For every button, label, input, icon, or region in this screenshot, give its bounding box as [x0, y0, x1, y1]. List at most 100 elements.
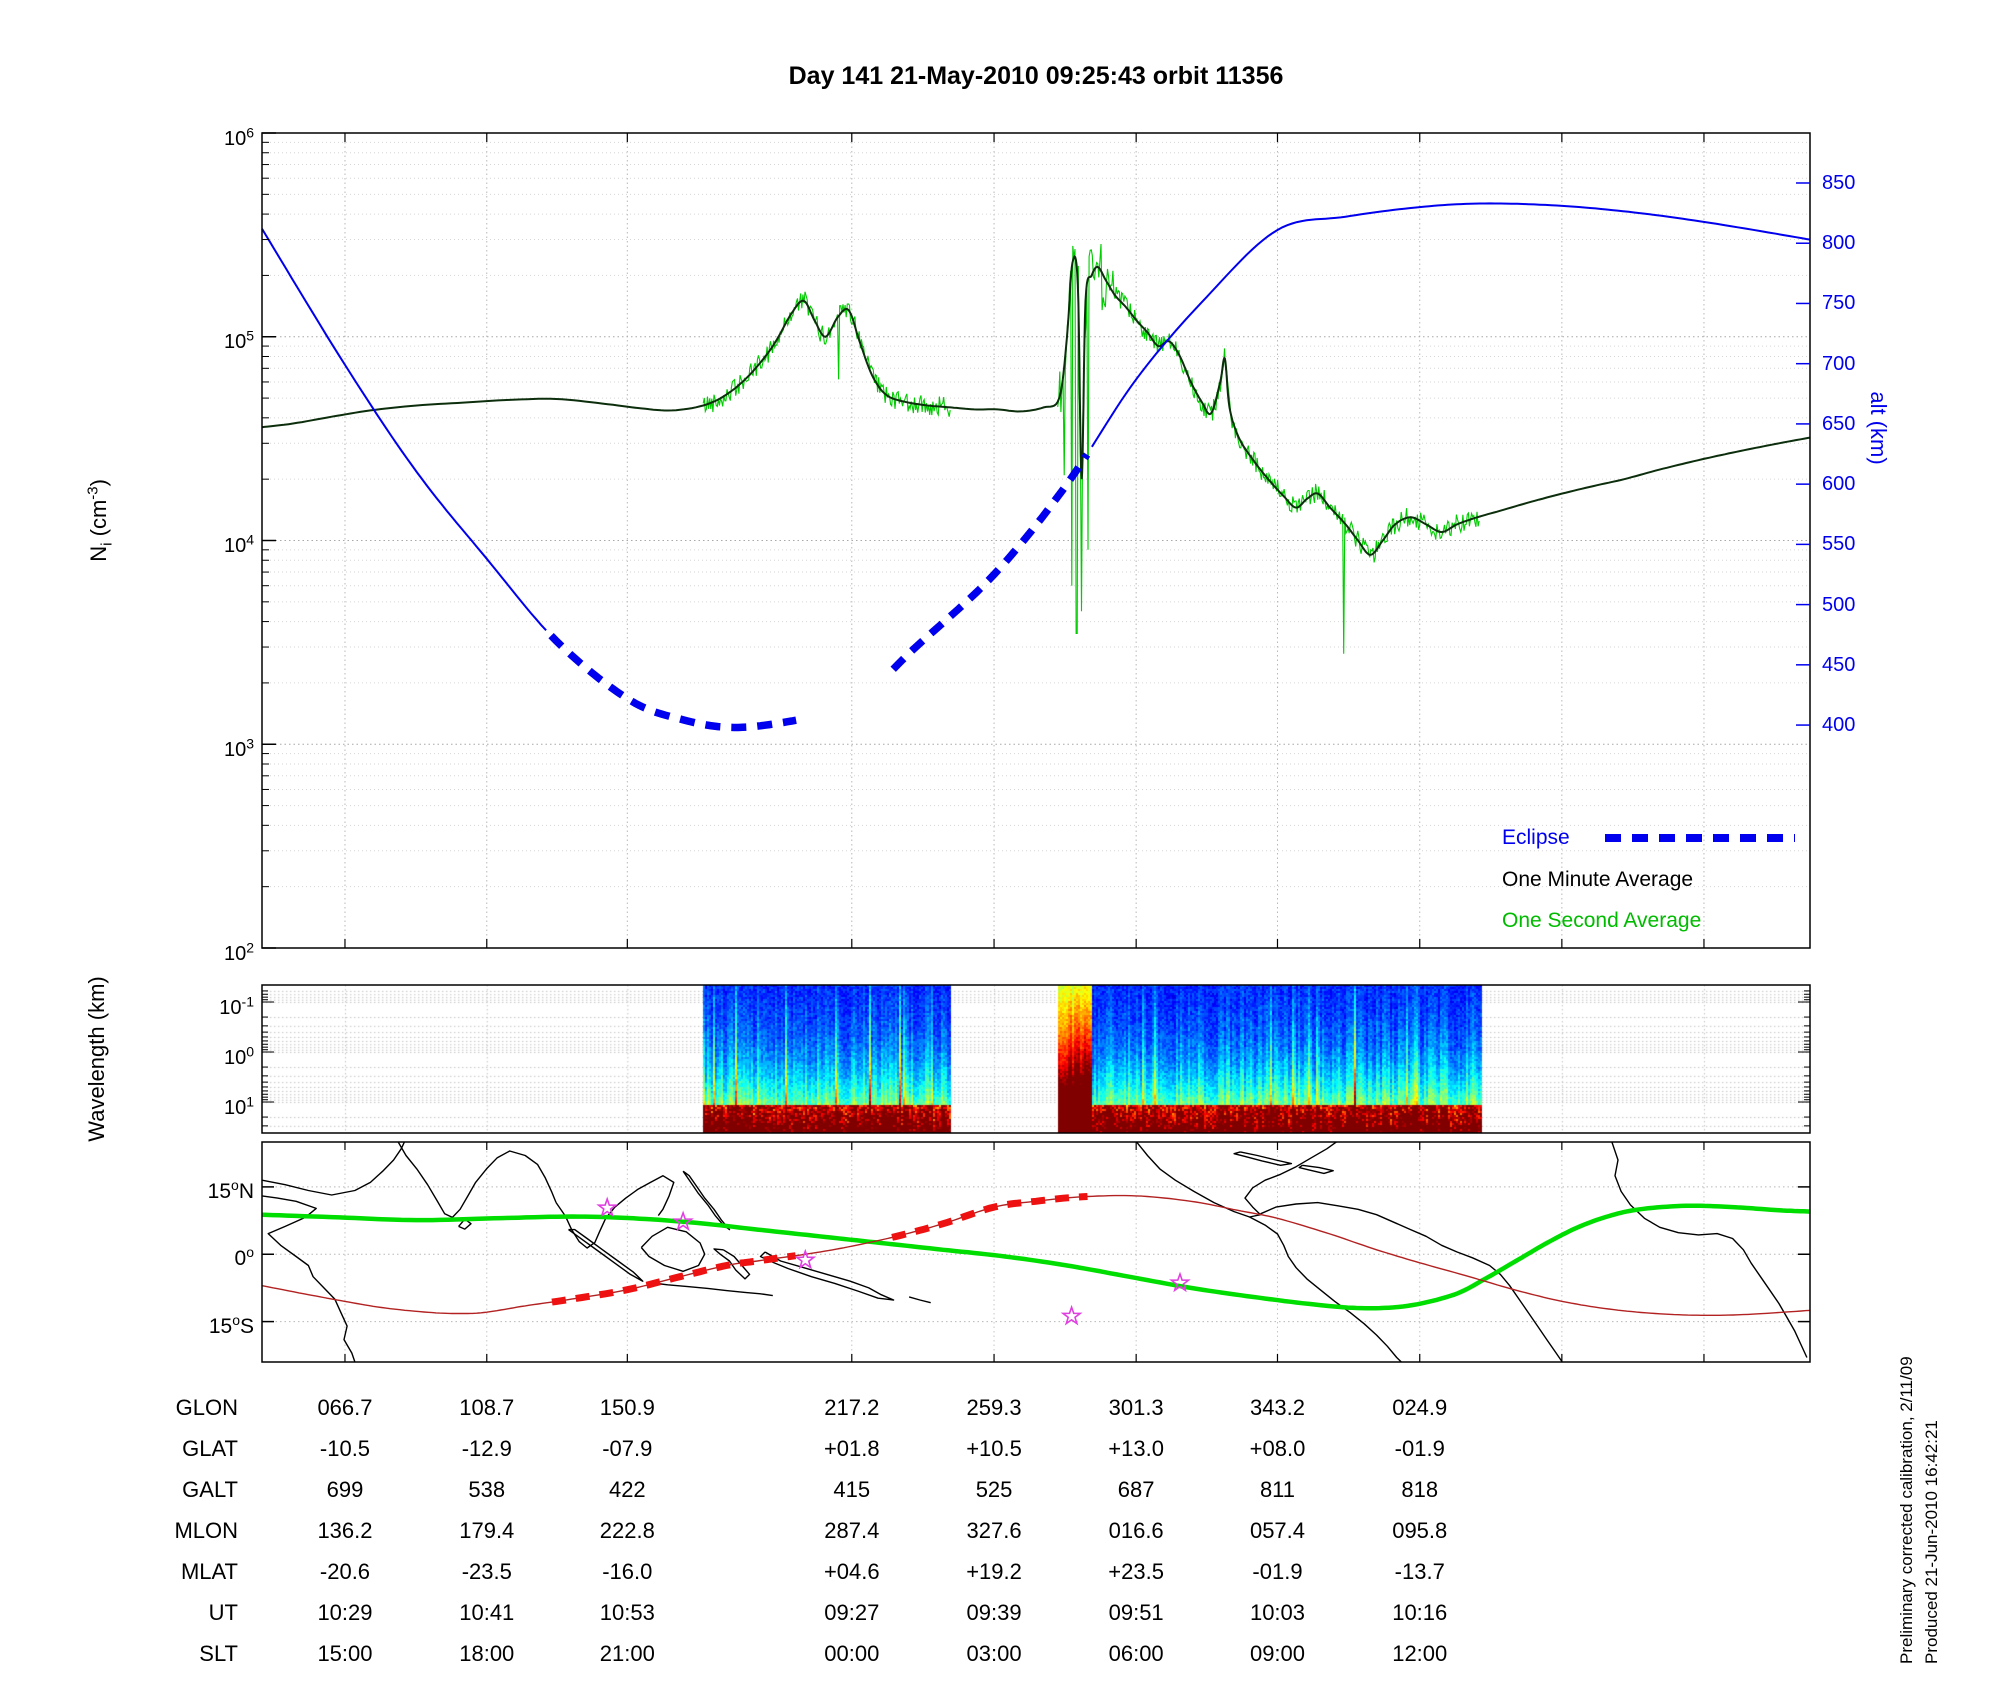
table-cell-GALT-6: 811 — [1259, 1477, 1296, 1502]
table-cell-UT-1: 10:41 — [459, 1600, 515, 1625]
table-cell-GALT-1: 538 — [468, 1477, 506, 1502]
table-cell-GLON-6: 343.2 — [1249, 1395, 1306, 1420]
table-cell-MLAT-2: -16.0 — [602, 1559, 653, 1584]
ni-axis-tick-10e3: 103 — [223, 735, 254, 761]
alt-axis-tick-650: 650 — [1822, 412, 1856, 435]
table-cell-MLON-1: 179.4 — [459, 1518, 515, 1543]
table-cell-MLON-6: 057.4 — [1249, 1518, 1306, 1543]
table-cell-MLAT-5: +23.5 — [1108, 1559, 1164, 1584]
table-cell-MLAT-7: -13.7 — [1394, 1559, 1445, 1584]
spectrogram-frame — [261, 984, 1811, 1134]
table-cell-SLT-7: 12:00 — [1392, 1641, 1448, 1666]
map-lat-tick-15S: 15oS — [208, 1311, 254, 1338]
table-row-label-GLAT: GLAT — [182, 1436, 238, 1461]
table-cell-MLAT-6: -01.9 — [1252, 1559, 1303, 1584]
one-minute-average-line — [261, 255, 1811, 556]
wavelength-axis-tick-10e1: 101 — [223, 1093, 254, 1119]
table-cell-UT-4: 09:39 — [966, 1600, 1022, 1625]
table-row-label-UT: UT — [208, 1600, 238, 1625]
table-cell-SLT-4: 03:00 — [966, 1641, 1022, 1666]
spectrogram-canvas — [262, 985, 1810, 1133]
wavelength-axis-tick-10e0: 100 — [223, 1043, 254, 1069]
ground-track-line — [262, 1194, 1810, 1316]
table-cell-GLON-7: 024.9 — [1392, 1395, 1448, 1420]
table-cell-SLT-3: 00:00 — [824, 1641, 880, 1666]
table-cell-SLT-2: 21:00 — [599, 1641, 655, 1666]
table-cell-GLON-4: 259.3 — [966, 1395, 1022, 1420]
table-cell-UT-5: 09:51 — [1108, 1600, 1164, 1625]
alt-axis-tick-700: 700 — [1822, 352, 1856, 375]
alt-axis-tick-750: 750 — [1822, 292, 1856, 315]
top-panel-frame — [261, 132, 1811, 949]
table-cell-GLAT-5: +13.0 — [1108, 1436, 1164, 1461]
table-cell-MLAT-3: +04.6 — [823, 1559, 880, 1584]
magnetic-equator-line — [262, 1203, 1810, 1311]
map-lat-tick-0: 0o — [234, 1244, 254, 1271]
table-cell-GLAT-1: -12.9 — [461, 1436, 512, 1461]
table-cell-GLAT-6: +08.0 — [1249, 1436, 1306, 1461]
table-cell-MLAT-0: -20.6 — [319, 1559, 371, 1584]
table-cell-GALT-7: 818 — [1401, 1477, 1439, 1502]
table-cell-GLON-5: 301.3 — [1108, 1395, 1164, 1420]
map-frame — [261, 1141, 1811, 1363]
table-cell-MLON-3: 287.4 — [824, 1518, 880, 1543]
table-cell-UT-3: 09:27 — [824, 1600, 880, 1625]
table-cell-GALT-0: 699 — [326, 1477, 364, 1502]
table-cell-GLON-2: 150.9 — [599, 1395, 655, 1420]
map-station-stars — [596, 1196, 1191, 1326]
alt-axis-tick-800: 800 — [1822, 232, 1856, 255]
legend-eclipse-label: Eclipse — [1502, 826, 1570, 849]
alt-axis-tick-550: 550 — [1822, 533, 1856, 556]
side-note: Preliminary corrected calibration, 2/11/… — [1894, 1356, 1944, 1664]
table-cell-MLON-2: 222.8 — [599, 1518, 655, 1543]
table-cell-MLON-7: 095.8 — [1392, 1518, 1448, 1543]
table-cell-SLT-6: 09:00 — [1249, 1641, 1306, 1666]
table-cell-MLAT-1: -23.5 — [461, 1559, 512, 1584]
legend-one-minute-label: One Minute Average — [1502, 868, 1694, 891]
map-grid — [262, 1142, 1810, 1362]
table-row-label-MLAT: MLAT — [180, 1559, 238, 1584]
map-coastlines — [262, 1142, 1808, 1362]
table-cell-MLON-5: 016.6 — [1108, 1518, 1164, 1543]
altitude-curve — [261, 202, 1811, 631]
table-cell-UT-7: 10:16 — [1392, 1600, 1448, 1625]
table-cell-GLON-0: 066.7 — [317, 1395, 373, 1420]
table-row-label-GALT: GALT — [182, 1477, 238, 1502]
table-cell-GLAT-7: -01.9 — [1394, 1436, 1445, 1461]
table-cell-GALT-4: 525 — [975, 1477, 1013, 1502]
table-cell-MLON-0: 136.2 — [317, 1518, 373, 1543]
table-cell-GLON-1: 108.7 — [459, 1395, 515, 1420]
table-cell-SLT-0: 15:00 — [317, 1641, 373, 1666]
alt-axis-tick-500: 500 — [1822, 593, 1856, 616]
one-second-average-line — [702, 243, 1480, 654]
table-cell-GLAT-4: +10.5 — [966, 1436, 1022, 1461]
ni-axis-tick-10e6: 106 — [223, 124, 254, 150]
ni-axis-tick-10e4: 104 — [223, 531, 254, 558]
table-row-label-MLON: MLON — [174, 1518, 238, 1543]
alt-axis-tick-450: 450 — [1822, 653, 1856, 676]
alt-axis-tick-850: 850 — [1822, 171, 1856, 194]
ni-axis-tick-10e2: 102 — [223, 939, 254, 965]
table-cell-GALT-5: 687 — [1117, 1477, 1155, 1502]
table-cell-GLON-3: 217.2 — [824, 1395, 880, 1420]
table-row-label-GLON: GLON — [175, 1395, 238, 1420]
chart-title: Day 141 21-May-2010 09:25:43 orbit 11356 — [788, 62, 1284, 90]
table-cell-GLAT-3: +01.8 — [823, 1436, 880, 1461]
table-cell-SLT-5: 06:00 — [1108, 1641, 1164, 1666]
ground-track-eclipse-dashes — [551, 1193, 1088, 1306]
table-cell-SLT-1: 18:00 — [459, 1641, 515, 1666]
table-cell-MLON-4: 327.6 — [966, 1518, 1022, 1543]
wavelength-axis-label: Wavelength (km) — [84, 976, 109, 1142]
map-lat-tick-15N: 15oN — [207, 1176, 254, 1203]
table-cell-GLAT-2: -07.9 — [602, 1436, 653, 1461]
table-cell-GALT-2: 422 — [608, 1477, 646, 1502]
ni-axis-tick-10e5: 105 — [223, 327, 254, 354]
wavelength-axis-tick-10e-1: 10-1 — [219, 993, 254, 1019]
table-row-label-SLT: SLT — [199, 1641, 238, 1666]
legend-one-second-label: One Second Average — [1502, 909, 1702, 932]
table-cell-UT-2: 10:53 — [599, 1600, 655, 1625]
table-cell-UT-6: 10:03 — [1249, 1600, 1306, 1625]
side-note-line2: Produced 21-Jun-2010 16:42:21 — [1922, 1420, 1941, 1664]
